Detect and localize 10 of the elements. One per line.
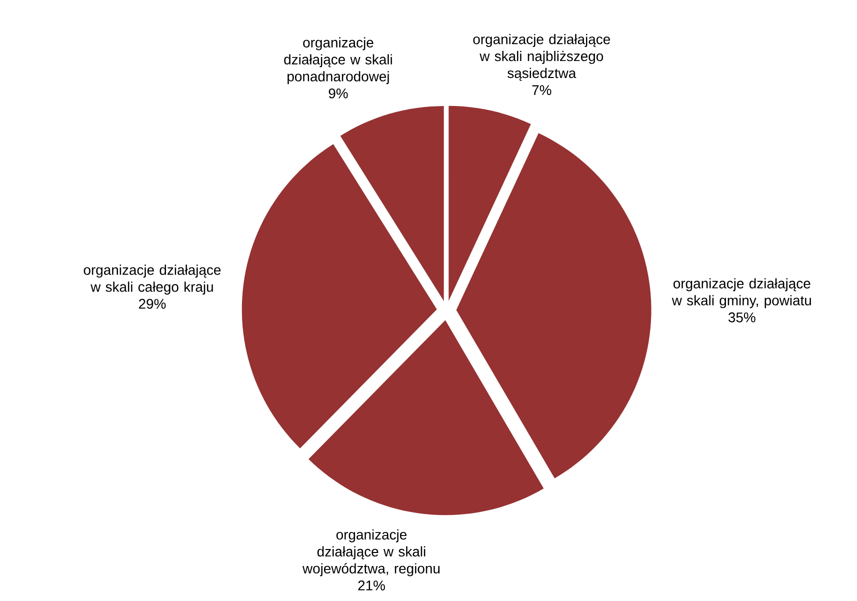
slice-label: organizacje działające w skali województwa, regionu — [302, 529, 440, 576]
data-label: 29% — [138, 298, 166, 309]
slice-label: organizacje działające w skali ponadnarodowej — [284, 37, 392, 84]
data-label: 35% — [728, 312, 756, 322]
slice-label: organizacje działające w skali gminy, powiatu — [672, 278, 811, 308]
data-label: 9% — [328, 88, 348, 98]
slice-label: organizacje działające w skali całego kraju — [84, 264, 221, 295]
slice-label: organizacje działające w skali najbliższego sąsiedztwa — [473, 34, 610, 81]
data-label: 7% — [532, 85, 552, 95]
data-label: 21% — [358, 580, 385, 590]
